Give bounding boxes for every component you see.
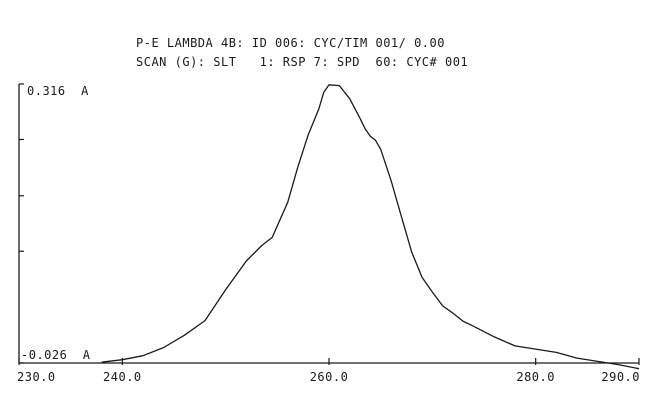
x-axis-ticks bbox=[18, 358, 640, 365]
absorbance-trace bbox=[101, 84, 640, 370]
x-tick-label-4: 290.0 bbox=[601, 370, 640, 384]
x-tick-label-0: 230.0 bbox=[17, 370, 56, 384]
y-bottom-label: -0.026 A bbox=[21, 348, 91, 362]
x-tick-label-2: 260.0 bbox=[310, 370, 349, 384]
y-top-label: 0.316 A bbox=[27, 84, 89, 98]
x-tick-label-3: 280.0 bbox=[516, 370, 555, 384]
x-tick-label-1: 240.0 bbox=[103, 370, 142, 384]
header-line-2: SCAN (G): SLT 1: RSP 7: SPD 60: CYC# 001 bbox=[136, 55, 468, 69]
y-axis-ticks bbox=[19, 83, 24, 364]
header-line-1: P-E LAMBDA 4B: ID 006: CYC/TIM 001/ 0.00 bbox=[136, 36, 445, 50]
x-tick-labels: 230.0 240.0 260.0 280.0 290.0 bbox=[17, 370, 640, 384]
